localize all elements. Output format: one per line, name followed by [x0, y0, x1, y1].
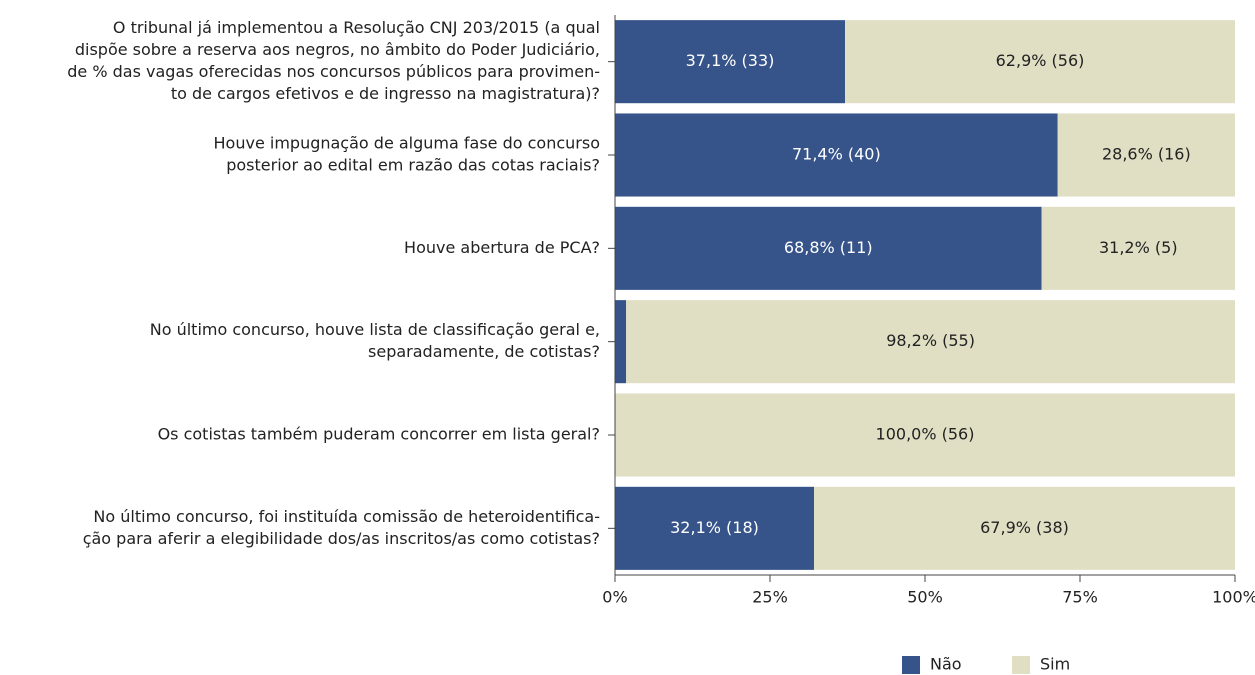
bar-segment [615, 206, 1042, 290]
x-tick-label: 50% [907, 588, 943, 607]
bar-segment [814, 486, 1235, 570]
value-label: 62,9% (56) [996, 51, 1085, 70]
x-tick-label: 75% [1062, 588, 1098, 607]
legend-swatch [1012, 656, 1030, 674]
value-label: 71,4% (40) [792, 145, 881, 164]
x-tick-label: 0% [602, 588, 627, 607]
category-label: separadamente, de cotistas? [368, 342, 600, 361]
value-label: 28,6% (16) [1102, 145, 1191, 164]
category-label: dispõe sobre a reserva aos negros, no âm… [75, 40, 600, 59]
value-label: 32,1% (18) [670, 518, 759, 537]
category-label: No último concurso, foi instituída comis… [93, 507, 600, 526]
category-label: to de cargos efetivos e de ingresso na m… [171, 84, 600, 103]
value-label: 68,8% (11) [784, 238, 873, 257]
value-label: 98,2% (55) [886, 331, 975, 350]
category-label: ção para aferir a elegibilidade dos/as i… [83, 529, 600, 548]
x-tick-label: 25% [752, 588, 788, 607]
category-label: Houve abertura de PCA? [404, 238, 600, 257]
bar-segment [1041, 206, 1235, 290]
value-label: 37,1% (33) [686, 51, 775, 70]
bar-segment [626, 300, 1235, 384]
x-tick-label: 100% [1212, 588, 1255, 607]
bar-segment [615, 393, 1235, 477]
bar-segment [615, 486, 815, 570]
legend-label: Sim [1040, 655, 1070, 674]
category-label: O tribunal já implementou a Resolução CN… [113, 18, 600, 37]
legend-label: Não [930, 655, 962, 674]
value-label: 100,0% (56) [876, 425, 975, 444]
category-label: Os cotistas também puderam concorrer em … [158, 425, 600, 444]
legend-swatch [902, 656, 920, 674]
category-label: posterior ao edital em razão das cotas r… [226, 156, 600, 175]
category-label: No último concurso, houve lista de class… [150, 320, 600, 339]
bar-segment [615, 113, 1058, 197]
bar-segment [1057, 113, 1235, 197]
category-label: de % das vagas oferecidas nos concursos … [67, 62, 600, 81]
value-label: 67,9% (38) [980, 518, 1069, 537]
category-label: Houve impugnação de alguma fase do concu… [214, 134, 600, 153]
bar-segment [615, 300, 627, 384]
value-label: 31,2% (5) [1099, 238, 1178, 257]
bar-segment [615, 20, 846, 104]
bar-segment [845, 20, 1235, 104]
